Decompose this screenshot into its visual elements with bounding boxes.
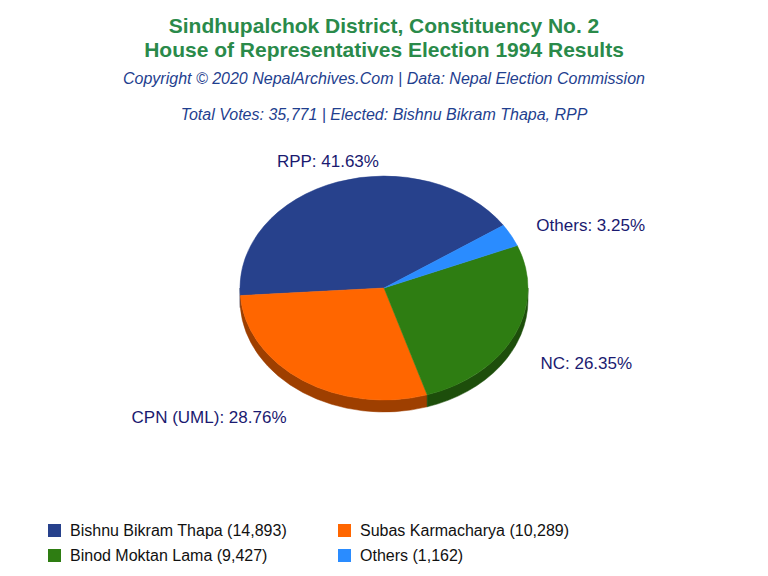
- legend-label: Subas Karmacharya (10,289): [360, 522, 569, 539]
- subtitle: House of Representatives Election 1994 R…: [144, 38, 624, 61]
- data-label: NC: 26.35%: [540, 354, 632, 373]
- pie: [240, 176, 528, 400]
- legend-swatch: [48, 524, 61, 537]
- title: Sindhupalchok District, Constituency No.…: [169, 14, 600, 37]
- legend-swatch: [48, 549, 61, 562]
- chart: Sindhupalchok District, Constituency No.…: [0, 0, 768, 576]
- caption: Copyright © 2020 NepalArchives.Com | Dat…: [123, 70, 645, 87]
- annotation: Total Votes: 35,771 | Elected: Bishnu Bi…: [181, 106, 588, 123]
- legend-label: Bishnu Bikram Thapa (14,893): [70, 522, 287, 539]
- legend-label: Others (1,162): [360, 547, 463, 564]
- data-label: RPP: 41.63%: [277, 152, 379, 171]
- legend-swatch: [338, 524, 351, 537]
- legend-swatch: [338, 549, 351, 562]
- legend: Bishnu Bikram Thapa (14,893) Subas Karmac…: [48, 522, 569, 564]
- data-label: CPN (UML): 28.76%: [132, 408, 287, 427]
- legend-label: Binod Moktan Lama (9,427): [70, 547, 267, 564]
- slice: [384, 225, 517, 288]
- slice: [384, 246, 528, 395]
- data-label: Others: 3.25%: [536, 216, 645, 235]
